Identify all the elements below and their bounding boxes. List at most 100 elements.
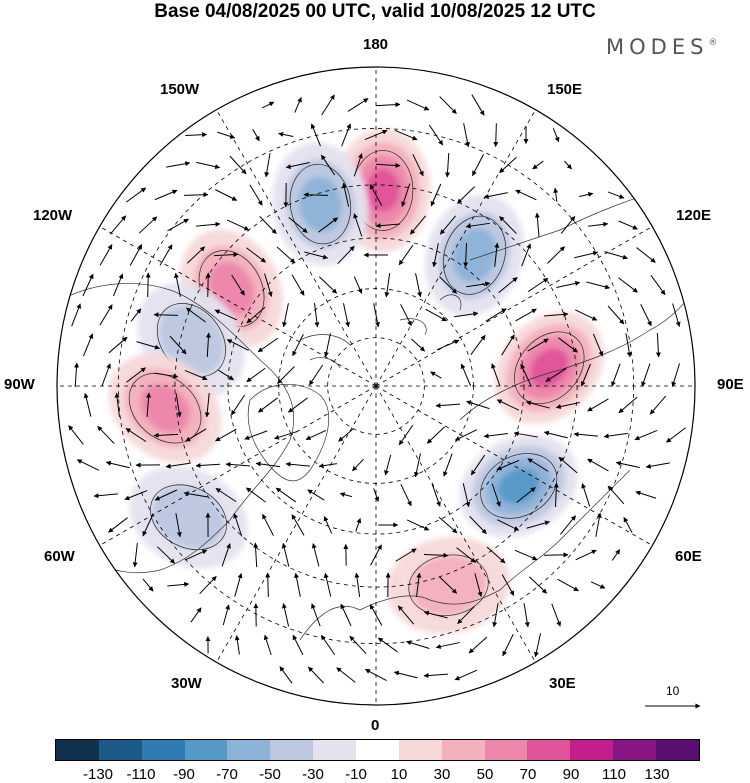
- coastline-europe: [299, 469, 631, 641]
- contour-pos-95E: [514, 331, 585, 405]
- wind-vector: [618, 220, 638, 230]
- wind-vector: [274, 430, 298, 440]
- wind-vector: [129, 244, 143, 266]
- wind-vector: [499, 156, 517, 174]
- wind-vector: [560, 216, 576, 234]
- wind-vector: [145, 272, 151, 298]
- wind-vector: [246, 306, 266, 324]
- wind-vector: [114, 392, 120, 417]
- label-lon-90e: 90E: [717, 376, 744, 393]
- wind-vector: [431, 483, 441, 507]
- wind-vector: [501, 334, 515, 356]
- wind-vector: [275, 487, 297, 503]
- wind-vector: [373, 303, 380, 328]
- wind-vector: [265, 572, 271, 598]
- wind-vector: [218, 369, 234, 381]
- wind-vector: [471, 94, 485, 116]
- wind-vector: [153, 432, 179, 438]
- wind-vector: [340, 603, 352, 627]
- wind-vector: [618, 396, 638, 414]
- wind-vector: [468, 636, 488, 654]
- wind-vector: [304, 251, 329, 260]
- wind-vector: [515, 189, 537, 201]
- colorbar-tick-label: 90: [562, 766, 580, 783]
- polar-map: [56, 66, 701, 709]
- wind-vector: [355, 517, 362, 532]
- wind-vector: [339, 492, 352, 498]
- brand-name: MODES: [606, 35, 709, 59]
- wind-vector: [132, 543, 138, 568]
- wind-vector: [285, 461, 310, 467]
- reference-vector-label: 10: [666, 684, 680, 698]
- wind-vector: [279, 666, 293, 684]
- wind-vector: [547, 246, 565, 264]
- wind-vector: [108, 517, 128, 533]
- wind-vector: [342, 303, 351, 328]
- wind-vector: [285, 161, 310, 170]
- wind-vector: [515, 308, 537, 322]
- wind-vector: [552, 127, 560, 143]
- wind-vector: [186, 246, 206, 264]
- wind-vector: [323, 572, 332, 597]
- wind-vector: [126, 367, 146, 383]
- wind-vector: [204, 393, 210, 418]
- wind-vector: [496, 519, 520, 531]
- wind-vector: [233, 513, 243, 537]
- wind-vector: [543, 430, 568, 439]
- wind-vector: [364, 129, 388, 141]
- wind-vector: [175, 393, 182, 418]
- wind-vector: [195, 462, 221, 468]
- wind-vector: [349, 635, 367, 655]
- wind-vector: [154, 189, 178, 201]
- label-lon-0: 0: [371, 717, 380, 734]
- wind-vector: [527, 458, 549, 472]
- wind-vector: [496, 459, 520, 471]
- wind-vector: [318, 217, 339, 233]
- wind-vector: [234, 572, 243, 597]
- wind-vector: [406, 640, 430, 650]
- wind-vector: [436, 339, 460, 351]
- wind-vector: [154, 372, 179, 379]
- colorbar-segment: [313, 740, 357, 760]
- wind-vector: [430, 371, 442, 379]
- wind-vector: [671, 363, 681, 387]
- latitude-circle: [227, 237, 525, 535]
- coastline-greenland: [247, 384, 330, 482]
- wind-vector: [393, 670, 418, 679]
- wind-vector: [463, 242, 469, 268]
- wind-vector: [483, 433, 508, 439]
- wind-vector: [126, 187, 147, 203]
- wind-vector: [428, 124, 444, 146]
- wind-vector: [108, 336, 128, 354]
- colorbar-segment: [441, 740, 485, 760]
- label-lon-180: 180: [363, 36, 389, 53]
- wind-vector: [409, 215, 427, 235]
- wind-vector: [588, 221, 609, 227]
- wind-vector: [445, 152, 451, 178]
- wind-vector: [556, 280, 581, 289]
- wind-vector: [580, 363, 591, 387]
- wind-vector: [323, 515, 333, 534]
- map-disc-border: [56, 66, 696, 706]
- wind-vector: [230, 394, 246, 416]
- wind-vector: [466, 281, 491, 288]
- wind-vector: [336, 667, 356, 683]
- wind-vector: [294, 96, 302, 113]
- wind-vector: [412, 153, 424, 177]
- wind-vector: [175, 513, 182, 538]
- wind-vector: [136, 341, 161, 350]
- wind-vector: [259, 216, 277, 235]
- wind-vector: [520, 363, 532, 387]
- wind-vector: [460, 363, 472, 387]
- wind-vector: [439, 215, 457, 235]
- wind-vector: [375, 162, 401, 168]
- wind-vector: [264, 153, 271, 178]
- wind-vector: [521, 243, 532, 267]
- wind-vector: [625, 333, 632, 358]
- wind-vector: [534, 212, 540, 237]
- wind-vector: [491, 363, 501, 387]
- wind-vector: [310, 123, 321, 147]
- wind-vector: [494, 242, 500, 267]
- wind-vector: [501, 574, 515, 596]
- wind-vector: [258, 397, 278, 413]
